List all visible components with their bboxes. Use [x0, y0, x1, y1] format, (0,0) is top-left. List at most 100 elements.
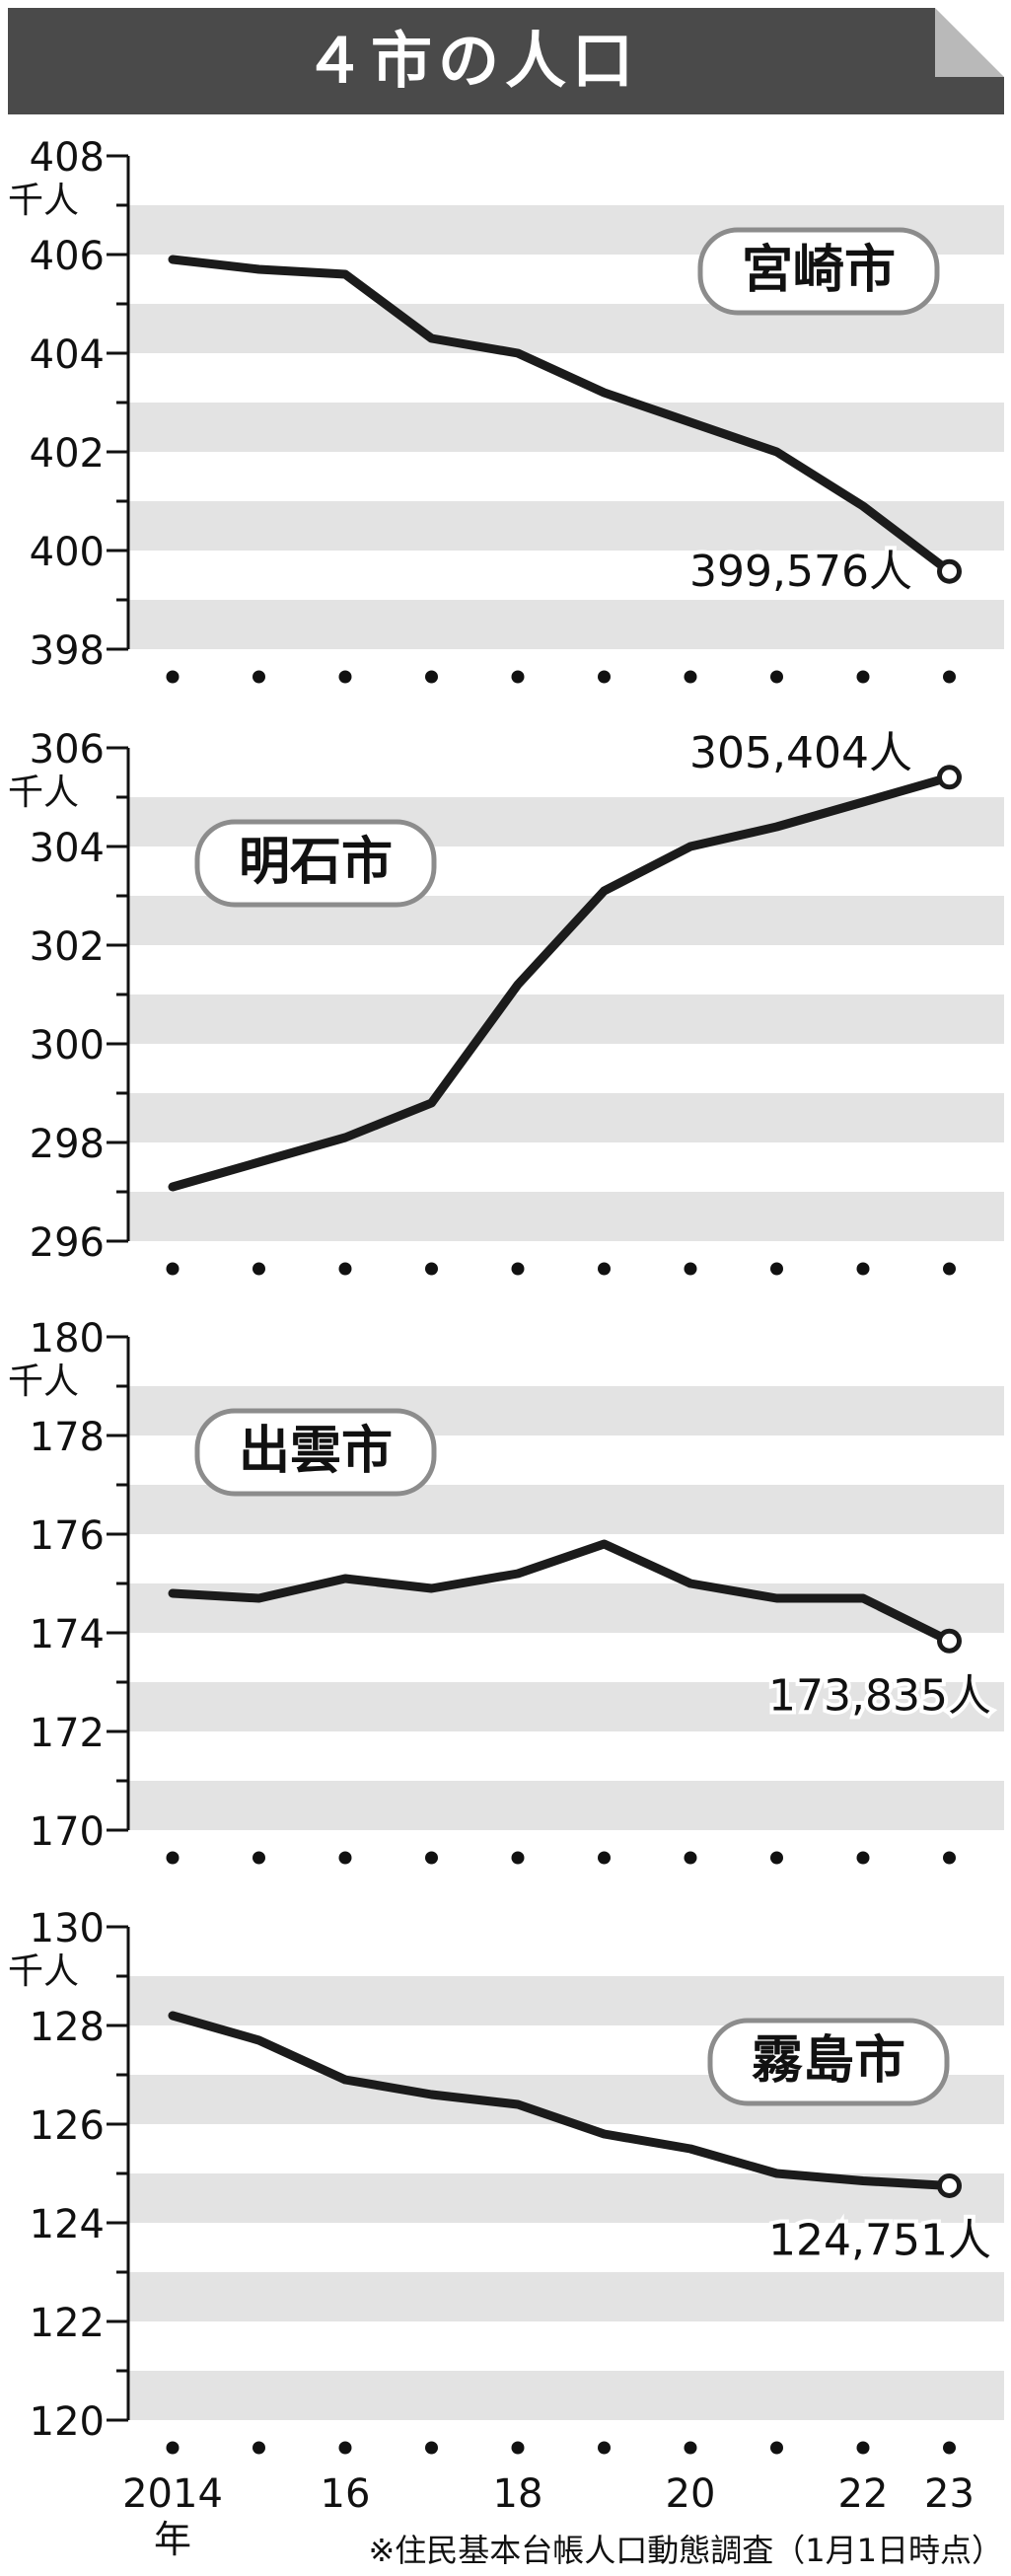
- title-fold-corner: [935, 8, 1004, 77]
- y-tick-label: 296: [30, 1220, 105, 1266]
- city-name-label: 明石市: [239, 833, 393, 892]
- data-point: [256, 267, 261, 271]
- data-point: [516, 351, 520, 355]
- data-point: [602, 1542, 607, 1546]
- city-name-label: 宮崎市: [742, 241, 896, 300]
- y-unit-label: 千人: [8, 1951, 79, 1992]
- year-dot: [253, 1851, 265, 1865]
- city-name-pill: [697, 227, 940, 316]
- year-dot: [338, 1262, 352, 1276]
- year-dot: [253, 670, 265, 684]
- grid-band: [128, 1192, 1004, 1241]
- year-dot: [425, 1262, 438, 1276]
- data-point: [602, 391, 607, 395]
- year-dot: [770, 2441, 783, 2455]
- y-tick-label: 122: [30, 2301, 105, 2346]
- year-dot: [856, 670, 870, 684]
- x-tick-label: 22: [838, 2471, 889, 2517]
- year-dot: [338, 1851, 352, 1865]
- y-tick-label: 128: [30, 2005, 105, 2050]
- data-point: [861, 504, 865, 508]
- city-name-pill: [194, 819, 437, 908]
- y-tick-label: 124: [30, 2202, 105, 2247]
- year-dot: [511, 670, 525, 684]
- grid-band: [128, 1682, 1004, 1731]
- year-dot: [511, 1851, 525, 1865]
- end-value-label: 305,404人: [689, 728, 912, 778]
- x-tick-label: 20: [666, 2471, 716, 2517]
- grid-band: [128, 403, 1004, 452]
- series-line: [168, 773, 954, 1192]
- year-dot: [770, 1262, 783, 1276]
- year-dot: [338, 670, 352, 684]
- city-name-label: 出雲市: [239, 1422, 393, 1481]
- y-tick-label: 398: [30, 628, 105, 674]
- data-point: [429, 1586, 434, 1590]
- y-tick-label: 178: [30, 1415, 105, 1460]
- year-dot: [166, 1851, 180, 1865]
- year-dot: [598, 2441, 611, 2455]
- year-dot: [943, 2441, 956, 2455]
- year-dot: [770, 670, 783, 684]
- y-tick-label: 400: [30, 530, 105, 575]
- y-tick-label: 304: [30, 826, 105, 871]
- y-tick-label: 298: [30, 1122, 105, 1167]
- year-dot: [856, 1851, 870, 1865]
- data-point: [774, 825, 779, 829]
- x-tick-label: 16: [321, 2471, 371, 2517]
- y-tick-label: 120: [30, 2399, 105, 2445]
- data-point: [171, 1185, 175, 1189]
- data-point: [429, 2093, 434, 2097]
- y-tick-label: 174: [30, 1612, 105, 1657]
- page-title: ４市の人口: [303, 25, 639, 97]
- year-dot: [943, 670, 956, 684]
- grid-band: [128, 2371, 1004, 2420]
- data-point: [602, 889, 607, 893]
- y-tick-label: 176: [30, 1513, 105, 1559]
- series-line: [168, 255, 954, 576]
- year-dot: [166, 2441, 180, 2455]
- grid-band: [128, 994, 1004, 1044]
- source-note: ※住民基本台帳人口動態調査（1月1日時点）: [368, 2532, 1003, 2569]
- y-tick-label: 172: [30, 1711, 105, 1756]
- year-dot: [511, 1262, 525, 1276]
- data-point: [774, 450, 779, 454]
- data-point: [256, 1160, 261, 1164]
- year-dot: [425, 670, 438, 684]
- city-name-pill: [194, 1408, 437, 1497]
- data-point: [516, 2102, 520, 2106]
- year-dot: [253, 2441, 265, 2455]
- y-tick-label: 306: [30, 727, 105, 773]
- grid-band: [128, 1976, 1004, 2025]
- data-point: [343, 2078, 347, 2082]
- y-unit-label: 千人: [8, 1362, 79, 1402]
- series-line: [168, 1539, 954, 1646]
- year-dot: [684, 1262, 697, 1276]
- year-dot: [253, 1262, 265, 1276]
- data-point: [429, 1101, 434, 1105]
- data-point: [516, 1572, 520, 1576]
- series-line: [168, 2011, 954, 2190]
- x-tick-label: 23: [924, 2471, 975, 2517]
- year-dot: [511, 2441, 525, 2455]
- grid-band: [128, 600, 1004, 649]
- end-value-label: 173,835人: [768, 1670, 991, 1721]
- x-tick-label: 18: [493, 2471, 543, 2517]
- data-point: [774, 1596, 779, 1600]
- year-dot: [425, 2441, 438, 2455]
- data-point: [171, 258, 175, 261]
- data-point: [774, 2171, 779, 2175]
- year-dot: [770, 1851, 783, 1865]
- end-value-label: 399,576人: [689, 547, 912, 597]
- end-point: [937, 765, 962, 790]
- grid-band: [128, 1781, 1004, 1830]
- grid-band: [128, 1093, 1004, 1142]
- data-point: [861, 800, 865, 804]
- y-tick-label: 408: [30, 135, 105, 181]
- year-dot: [943, 1851, 956, 1865]
- city-name-pill: [707, 2018, 950, 2106]
- data-point: [516, 983, 520, 987]
- year-dot: [684, 670, 697, 684]
- data-point: [171, 1591, 175, 1595]
